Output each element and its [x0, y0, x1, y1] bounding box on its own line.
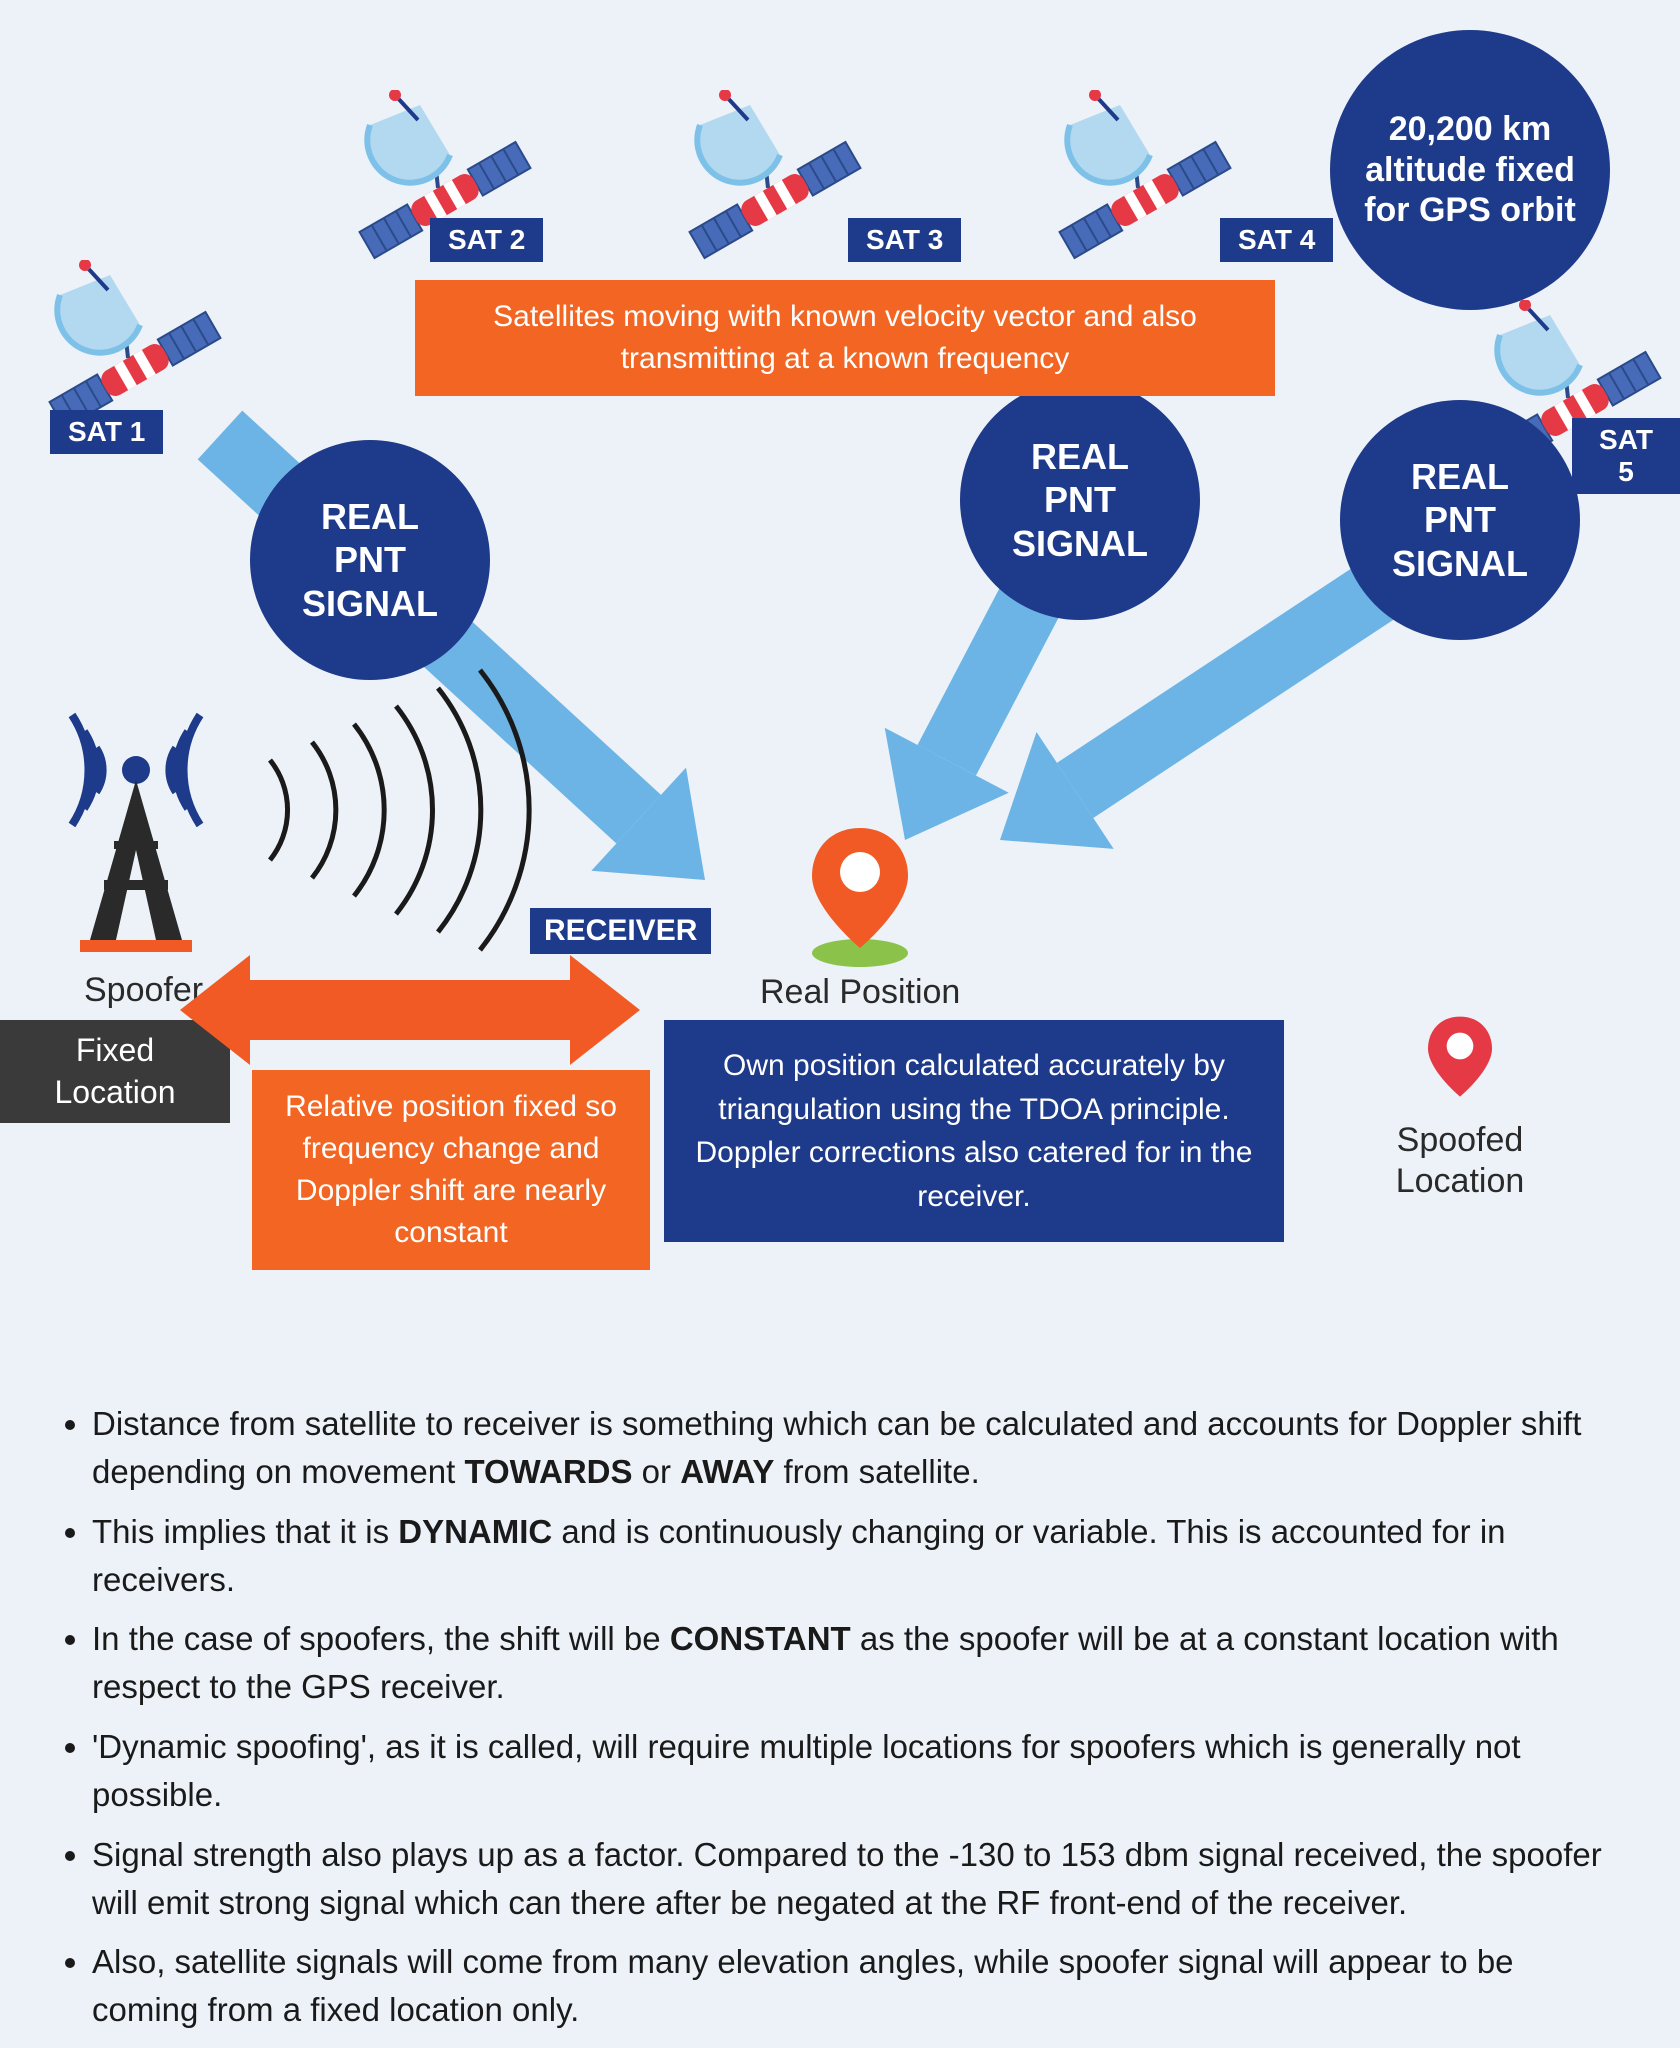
real-position-label: Real Position	[760, 972, 960, 1013]
orbit-badge: 20,200 km altitude fixed for GPS orbit	[1330, 30, 1610, 310]
sat1-label: SAT 1	[50, 410, 163, 454]
bullet-item: In the case of spoofers, the shift will …	[92, 1615, 1624, 1711]
sat5-label: SAT 5	[1572, 418, 1680, 494]
fixed-location-label: FixedLocation	[0, 1020, 230, 1123]
doppler-info-box: Relative position fixed so frequency cha…	[252, 1070, 650, 1270]
receiver-tag: RECEIVER	[530, 908, 711, 954]
bullet-item: This implies that it is DYNAMIC and is c…	[92, 1508, 1624, 1604]
bullet-item: Distance from satellite to receiver is s…	[92, 1400, 1624, 1496]
satellite-icon	[1050, 90, 1240, 260]
bullet-item: Signal strength also plays up as a facto…	[92, 1831, 1624, 1927]
sat4-label: SAT 4	[1220, 218, 1333, 262]
sat2-label: SAT 2	[430, 218, 543, 262]
spoofer-tower-icon	[60, 720, 260, 980]
double-arrow	[0, 0, 10, 10]
tdoa-info-box: Own position calculated accurately by tr…	[664, 1020, 1284, 1242]
pnt-signal-badge: REALPNTSIGNAL	[1340, 400, 1580, 640]
location-pin-icon	[800, 818, 920, 968]
location-pin-icon	[1420, 1010, 1500, 1110]
sat3-label: SAT 3	[848, 218, 961, 262]
bullet-item: Also, satellite signals will come from m…	[92, 1938, 1624, 2034]
satellite-info-banner: Satellites moving with known velocity ve…	[415, 280, 1275, 396]
pnt-signal-badge: REALPNTSIGNAL	[250, 440, 490, 680]
spoofer-label: Spoofer	[84, 970, 203, 1011]
diagram-area: SAT 1 SAT 2	[0, 0, 1680, 1360]
pnt-signal-badge: REALPNTSIGNAL	[960, 380, 1200, 620]
bullet-item: 'Dynamic spoofing', as it is called, wil…	[92, 1723, 1624, 1819]
satellite-icon	[40, 260, 230, 430]
explanation-bullets: Distance from satellite to receiver is s…	[54, 1400, 1624, 2046]
satellite-icon	[680, 90, 870, 260]
spoofed-location-label: Spoofed Location	[1360, 1120, 1560, 1202]
